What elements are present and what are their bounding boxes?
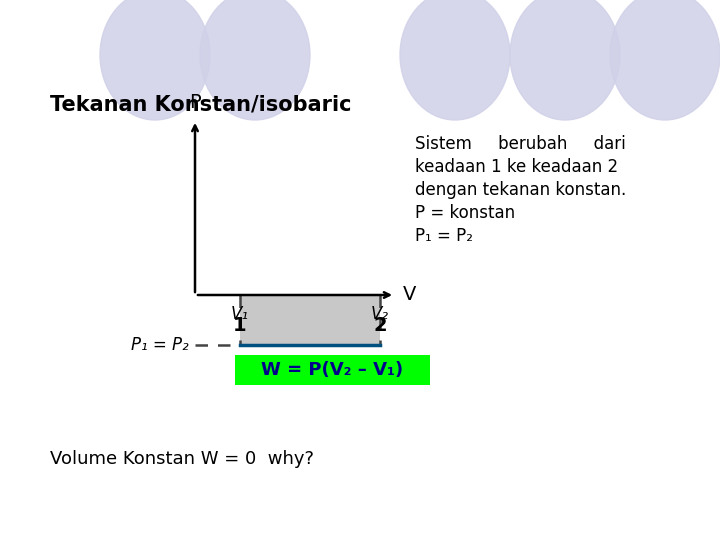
Ellipse shape xyxy=(610,0,720,120)
Bar xyxy=(240,295,380,345)
Text: Sistem     berubah     dari: Sistem berubah dari xyxy=(415,135,626,153)
Text: V₂: V₂ xyxy=(371,305,389,323)
Text: 2: 2 xyxy=(373,316,387,335)
Text: P₁ = P₂: P₁ = P₂ xyxy=(415,227,473,245)
Ellipse shape xyxy=(100,0,210,120)
Text: Volume Konstan W = 0  why?: Volume Konstan W = 0 why? xyxy=(50,450,314,468)
Text: P = konstan: P = konstan xyxy=(415,204,515,222)
Text: W = P(V₂ – V₁): W = P(V₂ – V₁) xyxy=(261,361,404,379)
Text: 1: 1 xyxy=(233,316,247,335)
Text: Tekanan Konstan/isobaric: Tekanan Konstan/isobaric xyxy=(50,95,351,115)
Text: P: P xyxy=(189,93,201,112)
Ellipse shape xyxy=(200,0,310,120)
Text: keadaan 1 ke keadaan 2: keadaan 1 ke keadaan 2 xyxy=(415,158,618,176)
Ellipse shape xyxy=(400,0,510,120)
Text: V: V xyxy=(403,286,416,305)
Text: V₁: V₁ xyxy=(231,305,249,323)
Text: P₁ = P₂: P₁ = P₂ xyxy=(131,336,189,354)
Text: dengan tekanan konstan.: dengan tekanan konstan. xyxy=(415,181,626,199)
Ellipse shape xyxy=(510,0,620,120)
Bar xyxy=(235,355,430,385)
